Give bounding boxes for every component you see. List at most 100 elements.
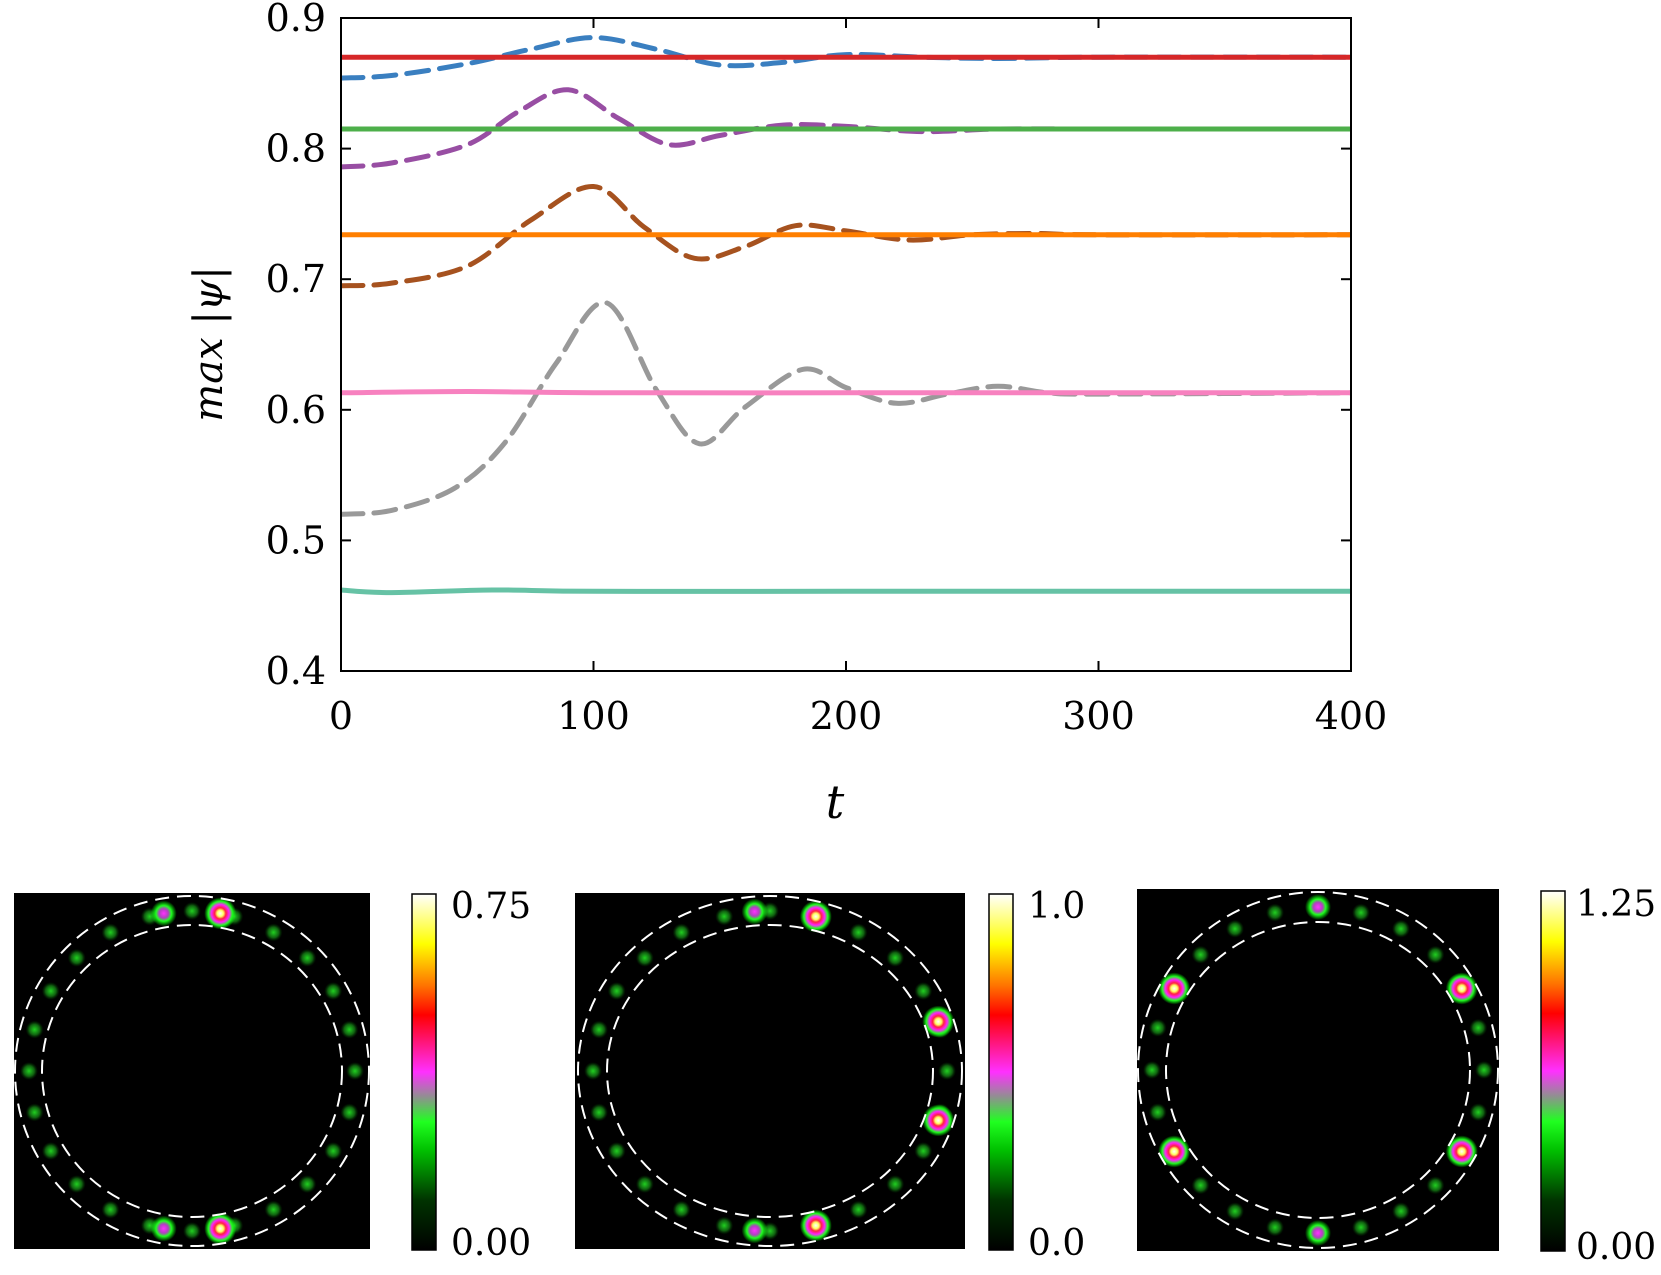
density-blob	[1475, 1061, 1493, 1079]
density-blob	[590, 1020, 608, 1039]
density-blob	[715, 1216, 734, 1235]
density-blob	[886, 948, 905, 967]
density-blob	[1266, 1218, 1284, 1237]
density-peak	[922, 1005, 955, 1038]
series-line-9-solid	[341, 587, 1351, 596]
y-tick-label: 0.7	[266, 257, 326, 301]
density-blob	[1426, 945, 1445, 964]
series-layer	[341, 35, 1351, 596]
density-peak	[204, 897, 237, 930]
density-blob	[584, 1062, 602, 1080]
density-blob	[1148, 1103, 1167, 1122]
density-blob	[1392, 1202, 1410, 1221]
heatmap-canvas	[575, 893, 965, 1249]
density-blob	[25, 1020, 44, 1039]
density-blob	[1352, 903, 1370, 922]
colorbar-max-label: 1.25	[1576, 884, 1656, 925]
y-tick-label: 0.6	[266, 388, 326, 432]
density-blob	[849, 1200, 868, 1219]
x-tick-label: 300	[1062, 694, 1135, 738]
density-blob	[1352, 1218, 1370, 1237]
series-line-7-solid	[341, 388, 1351, 396]
y-tick-label: 0.9	[266, 0, 326, 40]
density-blob	[715, 907, 734, 926]
density-blob	[635, 948, 654, 967]
density-blob	[264, 923, 283, 942]
outer-ring-boundary	[14, 895, 370, 1247]
density-blob	[1266, 903, 1284, 922]
plot-frame	[340, 17, 1352, 672]
density-peak	[1305, 1220, 1331, 1246]
density-blob	[324, 982, 343, 1000]
y-tick-label: 0.8	[266, 127, 326, 171]
density-blob	[101, 1200, 120, 1219]
x-tick-label: 100	[557, 694, 630, 738]
colorbar-max-label: 0.75	[451, 886, 531, 927]
density-blob	[1469, 1103, 1488, 1122]
density-peak	[1158, 1135, 1191, 1168]
density-blob	[298, 1175, 317, 1194]
density-blob	[1191, 1176, 1210, 1195]
density-blob	[183, 902, 201, 920]
colorbar	[988, 893, 1014, 1251]
density-peak	[799, 900, 832, 933]
density-blob	[346, 1062, 364, 1080]
density-blob	[340, 1103, 359, 1122]
y-axis-label: max |ψ|	[186, 266, 232, 421]
density-peak	[741, 1217, 768, 1244]
density-peak	[204, 1212, 237, 1245]
density-blob	[914, 1142, 933, 1160]
y-tick-label: 0.4	[266, 649, 326, 693]
density-peak	[1158, 972, 1191, 1005]
x-tick-label: 200	[810, 694, 883, 738]
density-blob	[1148, 1018, 1167, 1037]
density-blob	[340, 1020, 359, 1039]
density-blob	[20, 1062, 38, 1080]
inner-ring-boundary	[606, 924, 934, 1218]
density-blob	[101, 923, 120, 942]
density-peak	[1445, 972, 1478, 1005]
outer-ring-boundary	[577, 895, 963, 1247]
inner-ring-boundary	[1165, 921, 1471, 1219]
density-blob	[264, 1200, 283, 1219]
y-tick-label: 0.5	[266, 518, 326, 562]
heatmap-panel-1: 0.75 0.00	[14, 886, 531, 1264]
density-blob	[67, 1175, 86, 1194]
density-blob	[914, 982, 933, 1000]
density-blob	[1426, 1176, 1445, 1195]
density-blob	[41, 1142, 60, 1160]
x-tick-label: 400	[1315, 694, 1388, 738]
heatmap-panel-2: 1.0 0.0	[575, 886, 1085, 1264]
density-blob	[635, 1175, 654, 1194]
density-spots	[584, 898, 956, 1244]
density-blob	[1226, 1202, 1244, 1221]
density-peak	[150, 900, 177, 927]
density-blob	[1469, 1018, 1488, 1037]
density-blob	[607, 1142, 626, 1160]
colorbar-min-label: 0.00	[1576, 1227, 1656, 1268]
x-axis-label: t	[826, 775, 845, 829]
density-blob	[41, 982, 60, 1000]
density-blob	[1191, 945, 1210, 964]
density-blob	[1392, 919, 1410, 938]
density-blob	[607, 982, 626, 1000]
density-spots	[20, 897, 364, 1245]
density-peak	[799, 1209, 832, 1242]
density-spots	[1143, 894, 1493, 1246]
density-peak	[741, 898, 768, 925]
density-peak	[1305, 894, 1331, 920]
density-blob	[183, 1222, 201, 1240]
density-peak	[922, 1104, 955, 1137]
density-blob	[849, 923, 868, 942]
colorbar-max-label: 1.0	[1028, 886, 1085, 927]
density-blob	[672, 923, 691, 942]
x-tick-label: 0	[329, 694, 353, 738]
density-peak	[150, 1215, 177, 1242]
density-blob	[672, 1200, 691, 1219]
density-blob	[938, 1062, 956, 1080]
density-peak	[1445, 1135, 1478, 1168]
density-blob	[1143, 1061, 1161, 1079]
density-blob	[324, 1142, 343, 1160]
density-blob	[1226, 919, 1244, 938]
